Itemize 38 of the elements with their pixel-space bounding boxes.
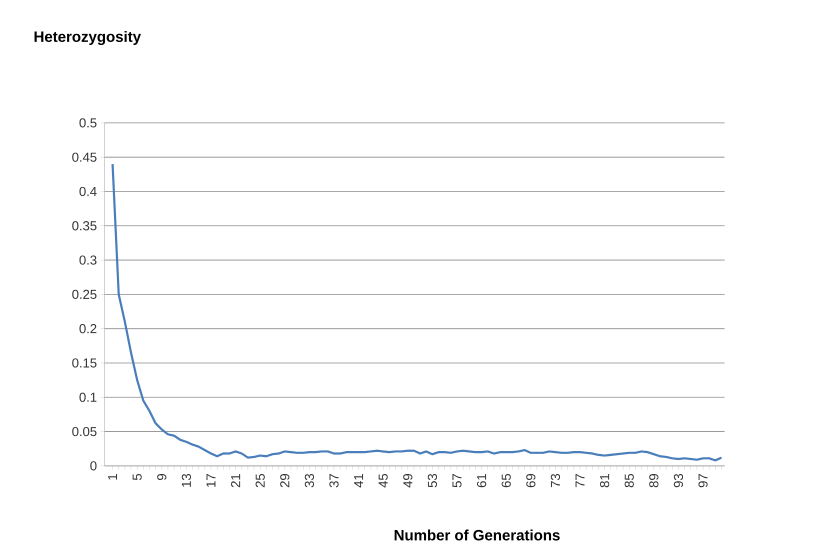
x-tick-label: 37 xyxy=(329,474,339,488)
y-tick-label: 0.05 xyxy=(72,426,96,436)
x-tick-label: 89 xyxy=(649,474,658,488)
y-tick-label: 0.25 xyxy=(72,290,96,299)
x-tick-label: 77 xyxy=(576,474,584,488)
x-tick-label: 93 xyxy=(674,474,684,488)
y-tick-label: 0.4 xyxy=(79,186,97,196)
x-tick-label: 41 xyxy=(354,474,364,488)
x-tick-label: 61 xyxy=(477,474,486,488)
x-tick-label: 85 xyxy=(624,474,634,488)
x-tick-label: 69 xyxy=(526,474,536,488)
x-tick-label: 49 xyxy=(403,474,412,488)
y-tick-label: 0.45 xyxy=(72,152,96,162)
x-tick-label: 5 xyxy=(132,474,142,480)
x-tick-label: 57 xyxy=(452,474,462,488)
x-tick-label: 65 xyxy=(502,474,511,488)
y-tick-label: 0.5 xyxy=(79,118,96,128)
y-tick-label: 0.35 xyxy=(72,221,96,230)
x-tick-label: 21 xyxy=(231,474,240,488)
y-tick-label: 0.15 xyxy=(72,358,96,368)
x-tick-label: 13 xyxy=(182,474,191,487)
x-tick-label: 17 xyxy=(206,474,216,487)
y-tick-label: 0.3 xyxy=(79,255,96,265)
x-tick-label: 97 xyxy=(698,474,708,488)
y-tick-label: 0 xyxy=(90,461,97,470)
x-tick-label: 81 xyxy=(600,474,610,488)
x-tick-label: 53 xyxy=(428,474,438,488)
x-tick-label: 25 xyxy=(256,474,265,488)
x-tick-label: 33 xyxy=(304,474,314,488)
x-tick-label: 29 xyxy=(280,474,290,488)
y-tick-label: 0.1 xyxy=(79,392,96,402)
x-tick-label: 73 xyxy=(550,474,560,488)
y-tick-label: 0.2 xyxy=(79,324,96,334)
x-tick-label: 45 xyxy=(378,474,388,488)
x-tick-label: 1 xyxy=(108,474,118,480)
x-axis-title: Number of Generations xyxy=(394,529,560,540)
x-tick-label: 9 xyxy=(157,474,166,480)
y-axis-title: Heterozygosity xyxy=(34,30,141,46)
